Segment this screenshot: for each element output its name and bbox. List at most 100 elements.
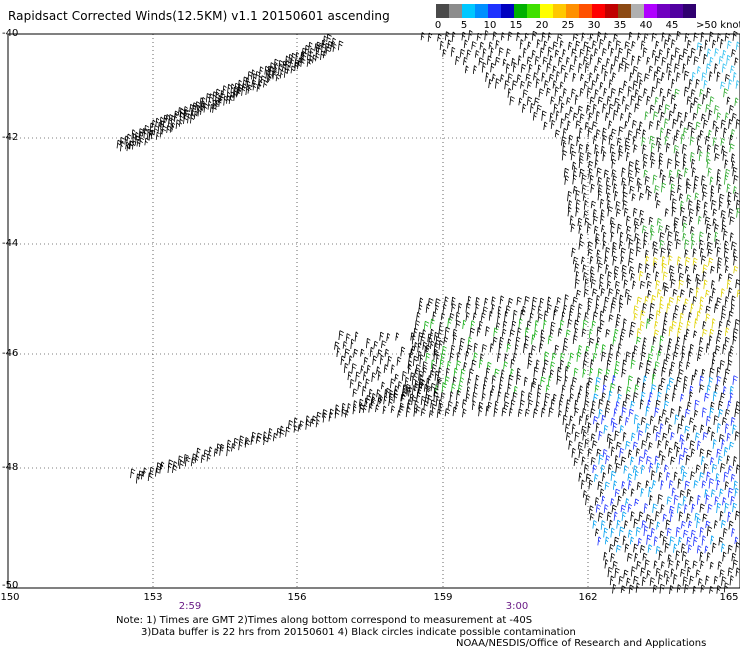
wind-barb — [621, 57, 627, 66]
wind-barb — [499, 376, 504, 385]
wind-barb — [612, 480, 618, 490]
wind-barb — [602, 240, 607, 250]
wind-barb — [560, 118, 565, 129]
wind-barb — [687, 200, 693, 210]
wind-barb — [643, 231, 649, 242]
wind-barb — [683, 529, 689, 538]
wind-barb — [714, 153, 720, 161]
wind-barb — [259, 66, 264, 76]
wind-barb — [470, 320, 475, 329]
wind-barb — [659, 423, 664, 433]
wind-barb — [673, 217, 680, 226]
wind-barb — [719, 488, 724, 497]
wind-barb — [686, 488, 692, 497]
wind-barb — [512, 391, 518, 401]
wind-barb — [668, 480, 674, 489]
wind-barb — [642, 382, 646, 393]
wind-barb — [623, 80, 628, 89]
wind-barb — [472, 391, 478, 402]
wind-barb — [684, 239, 690, 250]
wind-barb — [632, 119, 637, 129]
wind-barb — [599, 310, 604, 321]
wind-barb — [679, 434, 684, 442]
wind-barb — [606, 511, 612, 521]
wind-barb — [371, 372, 377, 382]
wind-barb — [723, 88, 729, 98]
wind-barb — [626, 294, 633, 305]
wind-barb — [729, 143, 735, 153]
wind-barb — [621, 95, 626, 105]
wind-barb — [683, 70, 690, 81]
wind-barb — [722, 150, 728, 161]
wind-barb — [722, 49, 727, 58]
wind-barb — [627, 112, 632, 122]
wind-barb — [602, 151, 607, 162]
wind-barb — [721, 305, 727, 314]
wind-barb — [144, 137, 149, 146]
legend-swatch — [488, 4, 501, 18]
wind-barb — [451, 303, 456, 313]
wind-barb — [585, 414, 590, 425]
wind-barb — [664, 393, 669, 401]
wind-barb — [667, 344, 671, 353]
wind-barb — [648, 121, 654, 130]
wind-barb — [488, 41, 493, 50]
wind-barb — [706, 48, 712, 57]
wind-barb — [629, 536, 635, 545]
wind-barb — [644, 296, 649, 305]
wind-barb — [704, 489, 709, 498]
wind-barb — [676, 584, 682, 593]
wind-barb — [690, 47, 696, 58]
wind-barb — [559, 319, 565, 330]
wind-barb — [706, 384, 712, 393]
wind-barb — [688, 311, 692, 321]
wind-barb — [474, 50, 480, 58]
wind-barb — [571, 161, 577, 170]
wind-barb — [661, 72, 665, 81]
wind-barb — [605, 455, 611, 465]
wind-barb — [472, 65, 477, 74]
wind-barb — [581, 328, 587, 338]
wind-barb — [686, 536, 692, 545]
wind-barb — [710, 185, 715, 193]
wind-barb — [720, 137, 726, 146]
wind-barb — [582, 490, 587, 498]
wind-barb — [662, 271, 668, 281]
wind-barb — [676, 376, 682, 386]
wind-barb — [299, 420, 304, 429]
wind-barb — [690, 226, 695, 234]
wind-barb — [624, 41, 630, 49]
wind-barb — [622, 191, 628, 202]
wind-barb — [452, 334, 458, 345]
wind-barb — [634, 470, 639, 481]
wind-barb — [645, 255, 650, 265]
wind-barb — [590, 183, 595, 193]
wind-barb — [441, 345, 447, 354]
wind-barb — [485, 367, 491, 378]
wind-barb — [690, 471, 696, 481]
wind-barb — [649, 104, 655, 114]
wind-barb — [716, 448, 722, 458]
wind-barb — [627, 375, 633, 386]
wind-barb — [582, 272, 588, 281]
wind-barb — [732, 375, 738, 385]
wind-barb — [720, 119, 726, 129]
wind-barb — [673, 543, 678, 553]
wind-barb — [440, 392, 446, 401]
wind-barb — [730, 153, 735, 163]
wind-barb — [684, 425, 690, 434]
wind-barb — [702, 513, 708, 522]
wind-barb — [543, 310, 549, 321]
wind-barb — [644, 111, 649, 121]
wind-barb — [501, 407, 508, 417]
wind-barb — [683, 334, 688, 345]
wind-barb — [704, 545, 709, 554]
wind-barb — [592, 288, 598, 297]
wind-barb — [611, 72, 617, 81]
wind-barb — [582, 192, 587, 201]
wind-barb — [316, 411, 322, 420]
wind-barb — [673, 222, 678, 233]
wind-barb — [723, 127, 728, 138]
wind-barb — [665, 224, 670, 233]
wind-barb — [427, 394, 433, 405]
